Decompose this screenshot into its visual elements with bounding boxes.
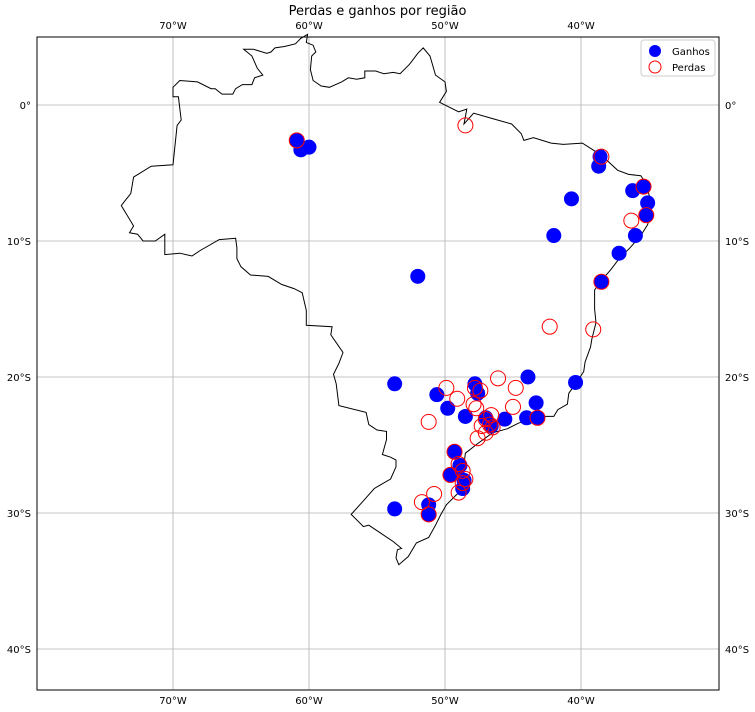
loss-point bbox=[420, 413, 437, 430]
gain-point bbox=[546, 228, 562, 244]
gain-point bbox=[387, 376, 403, 392]
loss-point bbox=[288, 132, 305, 149]
points-layer bbox=[288, 117, 656, 523]
loss-point bbox=[593, 148, 610, 165]
legend-label: Perdas bbox=[672, 63, 705, 74]
lat-tick-label: 0° bbox=[20, 101, 31, 112]
gain-point bbox=[410, 268, 426, 284]
lon-tick-label: 70°W bbox=[159, 21, 187, 32]
gain-point bbox=[593, 274, 609, 290]
lon-tick-label: 70°W bbox=[159, 696, 187, 707]
gridlines bbox=[37, 37, 719, 690]
brazil-outline bbox=[120, 33, 653, 566]
loss-point bbox=[477, 424, 494, 441]
gain-point bbox=[627, 228, 643, 244]
legend-label: Ganhos bbox=[672, 47, 710, 58]
gain-point bbox=[636, 179, 652, 195]
lat-tick-label: 10°S bbox=[725, 237, 749, 248]
loss-point bbox=[457, 117, 474, 134]
loss-point bbox=[623, 212, 640, 229]
gain-point bbox=[421, 506, 437, 522]
legend-gain-marker bbox=[649, 45, 661, 57]
gain-point bbox=[611, 245, 627, 261]
lon-tick-label: 50°W bbox=[431, 696, 459, 707]
lat-tick-label: 40°S bbox=[7, 645, 31, 656]
loss-point bbox=[450, 484, 467, 501]
loss-point bbox=[469, 430, 486, 447]
loss-point bbox=[468, 400, 485, 417]
lon-tick-label: 40°W bbox=[567, 696, 595, 707]
gain-point bbox=[497, 411, 513, 427]
loss-point bbox=[483, 407, 500, 424]
loss-point bbox=[449, 390, 466, 407]
loss-point bbox=[585, 321, 602, 338]
loss-point bbox=[438, 379, 455, 396]
lat-tick-label: 10°S bbox=[7, 237, 31, 248]
lon-tick-label: 60°W bbox=[295, 696, 323, 707]
lon-tick-label: 40°W bbox=[567, 21, 595, 32]
lat-tick-label: 20°S bbox=[725, 373, 749, 384]
gain-point bbox=[563, 191, 579, 207]
loss-point bbox=[454, 462, 471, 479]
loss-point bbox=[420, 506, 437, 523]
gain-point bbox=[440, 400, 456, 416]
loss-point bbox=[541, 318, 558, 335]
loss-point bbox=[442, 466, 459, 483]
loss-point bbox=[481, 416, 498, 433]
loss-point bbox=[490, 370, 507, 387]
gain-point bbox=[519, 410, 535, 426]
loss-point bbox=[454, 475, 471, 492]
loss-point bbox=[529, 409, 546, 426]
loss-point bbox=[507, 379, 524, 396]
map-frame bbox=[36, 36, 720, 691]
gain-point bbox=[301, 139, 317, 155]
loss-point bbox=[426, 485, 443, 502]
figure-title: Perdas e ganhos por região bbox=[288, 4, 467, 19]
tick-labels: 70°W 70°W 60°W 60°W 50°W 50°W 40°W 40°W 0° 0° 10°S… bbox=[7, 21, 749, 707]
lon-tick-label: 50°W bbox=[431, 21, 459, 32]
gain-point bbox=[429, 387, 445, 403]
loss-point bbox=[472, 382, 489, 399]
lat-tick-label: 0° bbox=[725, 101, 736, 112]
loss-point bbox=[457, 471, 474, 487]
legend: Ganhos Perdas bbox=[640, 39, 716, 77]
loss-point bbox=[413, 494, 430, 511]
gain-point bbox=[520, 369, 536, 385]
loss-point bbox=[465, 396, 482, 413]
gain-point bbox=[591, 158, 607, 174]
gain-point bbox=[638, 207, 654, 223]
legend-loss-marker bbox=[648, 60, 662, 74]
gain-point bbox=[528, 395, 544, 411]
lat-tick-label: 40°S bbox=[725, 645, 749, 656]
lon-tick-label: 60°W bbox=[295, 21, 323, 32]
loss-point bbox=[446, 443, 463, 460]
gain-point bbox=[447, 444, 463, 460]
gain-point bbox=[387, 501, 403, 517]
gain-point bbox=[457, 408, 473, 424]
loss-point bbox=[505, 398, 521, 415]
lat-tick-label: 30°S bbox=[725, 509, 749, 520]
lat-tick-label: 30°S bbox=[7, 509, 31, 520]
loss-point bbox=[635, 178, 652, 195]
lat-tick-label: 20°S bbox=[7, 373, 31, 384]
gain-point bbox=[640, 195, 656, 211]
gain-point bbox=[568, 374, 584, 390]
loss-point bbox=[638, 207, 655, 224]
loss-point bbox=[593, 273, 610, 290]
gain-point bbox=[529, 410, 545, 426]
